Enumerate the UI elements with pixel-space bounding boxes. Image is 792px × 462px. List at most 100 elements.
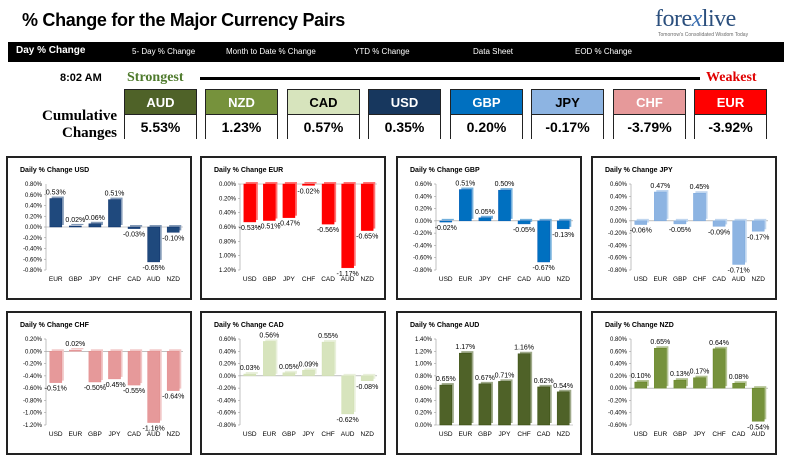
y-tick-label: -1.20% xyxy=(23,423,43,429)
y-tick-label: 0.80% xyxy=(610,337,628,343)
data-label: -0.51% xyxy=(45,386,67,393)
bar xyxy=(243,373,257,377)
data-label: -0.13% xyxy=(552,232,574,239)
bar xyxy=(517,353,531,426)
x-tick-label: CHF xyxy=(693,276,706,283)
currency-box-cad: CAD 0.57% xyxy=(287,89,360,139)
x-tick-label: EUR xyxy=(49,276,63,283)
x-tick-label: CHF xyxy=(302,276,315,283)
data-label: -0.17% xyxy=(747,234,769,241)
y-tick-label: 0.60% xyxy=(610,182,628,188)
cumulative-label-line1: Cumulative xyxy=(42,108,117,124)
data-label: -0.71% xyxy=(728,267,750,274)
strongest-label: Strongest xyxy=(127,70,184,85)
chart-svg: Daily % Change NZD0.80%0.60%0.40%0.20%0.… xyxy=(593,313,775,453)
cumulative-label-line2: Changes xyxy=(61,125,117,141)
y-tick-label: 1.20% xyxy=(415,349,433,355)
data-label: -0.47% xyxy=(278,221,300,228)
x-tick-label: AUD xyxy=(537,276,551,283)
chart-title: Daily % Change CHF xyxy=(20,322,90,329)
x-tick-label: AUD xyxy=(147,276,161,283)
data-label: -0.55% xyxy=(123,388,145,395)
y-tick-label: -0.40% xyxy=(217,398,237,404)
y-tick-label: -0.60% xyxy=(608,256,628,262)
chart-title: Daily % Change USD xyxy=(20,167,89,174)
x-tick-label: CHF xyxy=(321,431,334,438)
currency-box-usd: USD 0.35% xyxy=(368,89,441,139)
data-label: 0.03% xyxy=(240,365,260,372)
nav-month-to-date[interactable]: Month to Date % Change xyxy=(226,47,316,56)
y-tick-label: 0.60% xyxy=(415,386,433,392)
currency-box-nzd: NZD 1.23% xyxy=(205,89,278,139)
y-tick-label: -0.40% xyxy=(23,247,43,253)
data-label: 0.02% xyxy=(65,341,85,348)
x-tick-label: EUR xyxy=(458,276,472,283)
chart-svg: Daily % Change USD 0.60% 0.40% 0.20% 0.00% -0… xyxy=(8,158,190,298)
currency-box-chf: CHF -3.79% xyxy=(613,89,686,139)
y-tick-label: -0.40% xyxy=(608,411,628,417)
y-tick-label: 0.20% xyxy=(25,214,43,220)
chart-title: Daily % Change GBP xyxy=(410,167,480,174)
currency-code: NZD xyxy=(206,90,277,115)
y-tick-label: 0.00% xyxy=(415,423,433,429)
bar xyxy=(69,225,82,228)
bar xyxy=(459,189,472,222)
data-label: -0.65% xyxy=(143,265,165,272)
bar xyxy=(282,372,296,377)
bar xyxy=(673,220,687,225)
bar xyxy=(673,379,687,389)
data-label: 0.06% xyxy=(85,215,105,222)
x-tick-label: JPY xyxy=(109,431,122,438)
x-tick-label: USD xyxy=(243,276,257,283)
x-tick-label: EUR xyxy=(458,431,472,438)
currency-code: AUD xyxy=(125,90,196,115)
nav-eod-change[interactable]: EOD % Change xyxy=(575,47,632,56)
bar xyxy=(654,348,667,389)
bar xyxy=(712,220,726,227)
nav-5day-change[interactable]: 5- Day % Change xyxy=(132,47,196,56)
nav-ytd-change[interactable]: YTD % Change xyxy=(354,47,410,56)
bar xyxy=(478,217,492,222)
nav-day-change[interactable]: Day % Change xyxy=(16,45,86,56)
bar-shadow xyxy=(441,218,454,221)
currency-cumulative-value: -0.17% xyxy=(532,115,603,139)
data-label: 0.67% xyxy=(475,375,495,382)
data-label: 1.17% xyxy=(455,344,475,351)
x-tick-label: USD xyxy=(243,431,257,438)
bar xyxy=(243,183,257,223)
logo-brand-x: x xyxy=(691,6,703,32)
y-tick-label: -1.00% xyxy=(23,411,43,417)
currency-cumulative-value: 1.23% xyxy=(206,115,277,139)
currency-cumulative-value: -3.92% xyxy=(695,115,766,139)
data-label: 0.51% xyxy=(455,181,475,188)
data-label: -0.65% xyxy=(356,234,378,241)
bar-shadow xyxy=(71,223,84,225)
nav-data-sheet[interactable]: Data Sheet xyxy=(473,47,514,56)
x-tick-label: NZD xyxy=(361,431,375,438)
bar xyxy=(537,220,550,263)
y-tick-label: -0.60% xyxy=(217,411,237,417)
weakest-label: Weakest xyxy=(706,70,757,85)
data-label: 0.47% xyxy=(650,183,670,190)
bar xyxy=(732,220,745,265)
x-tick-label: NZD xyxy=(167,276,181,283)
data-label: -0.64% xyxy=(162,394,184,401)
bar xyxy=(127,351,141,386)
y-tick-label: 0.00% xyxy=(610,219,628,225)
chart-svg: Daily % Change CHF 0.20% 0.00% -0.20% -0.40%… xyxy=(8,313,190,453)
data-label: 0.50% xyxy=(495,181,515,188)
y-tick-label: 0.60% xyxy=(219,337,237,343)
y-tick-label: -0.20% xyxy=(413,231,433,237)
y-tick-label: 0.20% xyxy=(219,196,237,202)
data-label: 0.53% xyxy=(46,190,66,197)
logo-tagline: Tomorrow's Consolidated Wisdom Today xyxy=(658,32,749,38)
forexlive-logo[interactable]: forexlive Tomorrow's Consolidated Wisdom… xyxy=(655,6,775,38)
x-tick-label: GBP xyxy=(262,276,276,283)
chart-panel-nzd: Daily % Change NZD 0.80% 0.60% 0.40% 0.20% 0.… xyxy=(591,311,777,455)
data-label: 0.09% xyxy=(299,361,319,368)
bar-shadow xyxy=(675,218,688,222)
bar-shadow xyxy=(304,182,317,184)
y-tick-label: -0.20% xyxy=(217,386,237,392)
data-label: 0.45% xyxy=(690,184,710,191)
x-tick-label: CHF xyxy=(498,276,511,283)
